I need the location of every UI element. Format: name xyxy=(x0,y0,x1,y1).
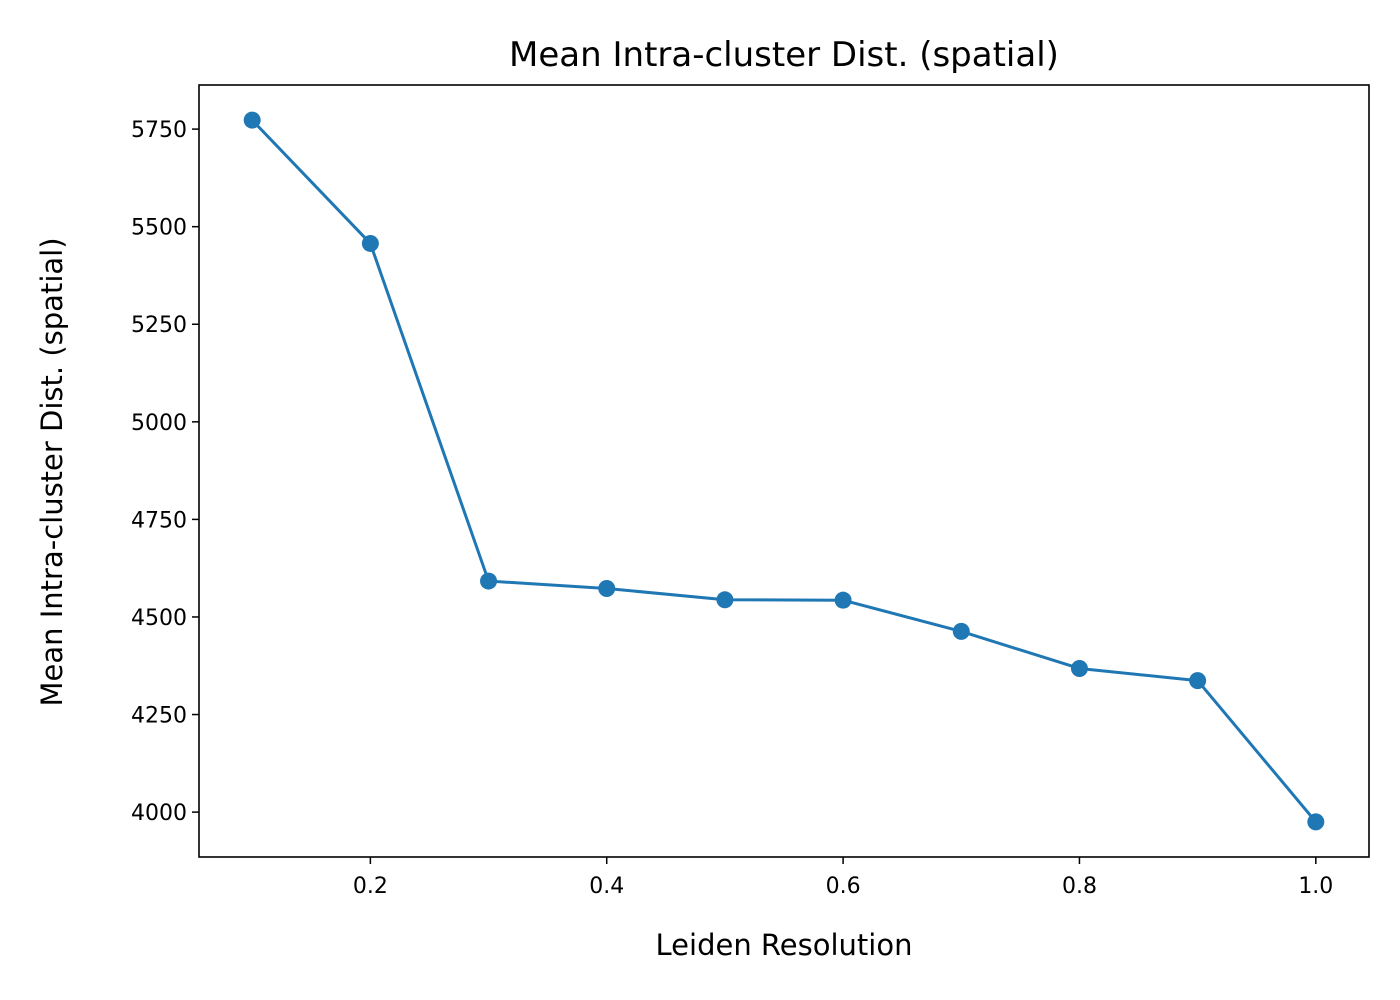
data-point xyxy=(598,579,616,597)
y-axis-title: Mean Intra-cluster Dist. (spatial) xyxy=(35,237,69,706)
y-tick-label: 4250 xyxy=(131,704,187,729)
x-axis-title: Leiden Resolution xyxy=(656,928,913,962)
data-point xyxy=(716,591,734,609)
data-point xyxy=(361,234,379,252)
x-tick-label: 0.4 xyxy=(589,874,624,899)
data-point xyxy=(834,591,852,609)
x-tick-label: 0.8 xyxy=(1062,874,1097,899)
x-tick-label: 0.6 xyxy=(826,874,861,899)
data-point xyxy=(952,622,970,640)
plot-frame xyxy=(198,84,1370,858)
chart-title: Mean Intra-cluster Dist. (spatial) xyxy=(509,35,1059,75)
data-point xyxy=(480,572,498,590)
y-tick-label: 5500 xyxy=(131,216,187,241)
y-tick-label: 4750 xyxy=(131,508,187,533)
data-point xyxy=(1070,659,1088,677)
x-tick-label: 1.0 xyxy=(1298,874,1333,899)
y-tick-label: 5250 xyxy=(131,313,187,338)
data-point xyxy=(243,111,261,129)
series-line xyxy=(250,118,1318,824)
data-point xyxy=(1189,672,1207,690)
data-point xyxy=(1307,813,1325,831)
x-tick-label: 0.2 xyxy=(353,874,388,899)
plot-area: 0.2 0.4 0.6 0.8 1.0 4000 4250 4500 4750 5000 5250 5… xyxy=(131,84,1370,899)
y-tick-label: 5750 xyxy=(131,118,187,143)
y-tick-label: 5000 xyxy=(131,411,187,436)
y-tick-label: 4000 xyxy=(131,801,187,826)
y-tick-label: 4500 xyxy=(131,606,187,631)
